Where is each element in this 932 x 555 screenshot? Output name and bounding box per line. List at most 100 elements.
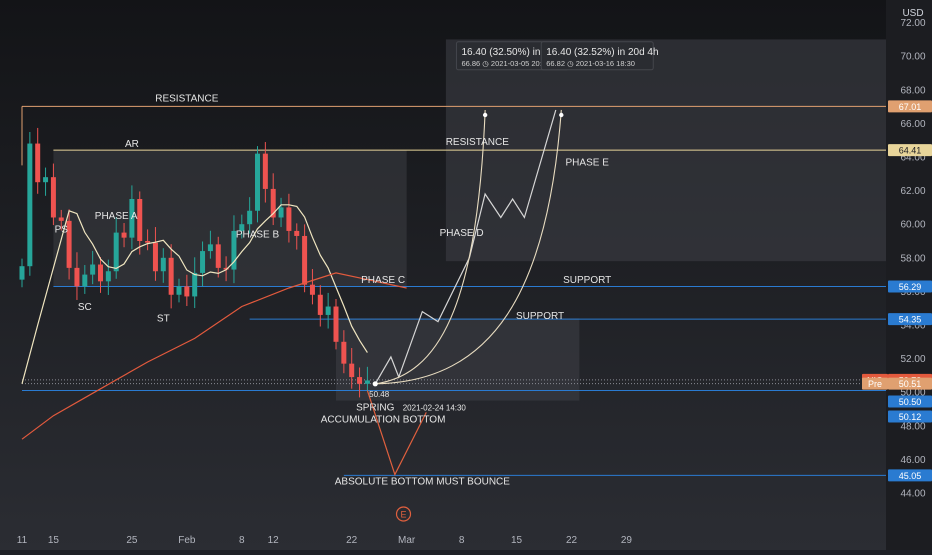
annotation-label: ST — [157, 314, 170, 325]
candle — [160, 257, 166, 272]
price-label-value: 67.01 — [899, 102, 922, 112]
price-label-support — [888, 395, 932, 408]
target-point-1 — [482, 112, 488, 118]
candle — [90, 264, 96, 275]
measurement-headline: 16.40 (32.52%) in 20d 4h — [546, 47, 658, 58]
price-label-value: 54.35 — [899, 315, 922, 325]
price-prefix-box — [862, 377, 888, 390]
annotation-label: 2021-02-24 14:30 — [403, 404, 467, 413]
candle — [294, 230, 300, 236]
annotation-label: 50.48 — [369, 390, 390, 399]
annotation-label: AR — [125, 139, 139, 150]
annotation-label: RESISTANCE — [446, 137, 509, 148]
annotation-label: SUPPORT — [516, 311, 564, 322]
price-label-range — [888, 144, 932, 157]
candle — [50, 177, 56, 218]
candle — [286, 207, 292, 231]
time-tick-label: 8 — [459, 535, 465, 546]
candle — [137, 199, 143, 241]
time-tick-label: 8 — [239, 535, 245, 546]
candle — [58, 217, 64, 221]
target-point-2 — [559, 112, 564, 118]
price-tick-label: 44.00 — [900, 489, 925, 500]
currency-label: USD — [902, 8, 923, 19]
annotation-label: PHASE C — [361, 275, 405, 286]
annotation-label: SUPPORT — [563, 275, 611, 286]
candle — [98, 264, 103, 282]
price-tick-label: 50.00 — [900, 388, 925, 399]
annotation-label: RESISTANCE — [155, 94, 218, 105]
measurement-detail: 66.86 ◷ 2021-03-05 20:30 — [461, 59, 550, 68]
candle — [364, 380, 370, 384]
price-label-resistance — [888, 100, 932, 113]
candle — [325, 306, 331, 315]
annotation-label: PHASE E — [566, 157, 610, 168]
candle — [43, 177, 49, 183]
price-tick-label: 54.00 — [900, 321, 925, 332]
time-tick-label: 15 — [511, 535, 523, 546]
candle — [247, 210, 253, 225]
candle — [113, 232, 119, 272]
moving-average-slow — [21, 272, 407, 440]
annotation-label: PHASE B — [236, 230, 280, 241]
candle — [176, 286, 182, 295]
range-box-phase-a-b — [53, 150, 407, 287]
price-label-value: 50.12 — [899, 412, 922, 422]
time-tick-label: 22 — [566, 535, 578, 546]
candle — [357, 377, 363, 384]
price-tick-label: 60.00 — [900, 220, 925, 231]
time-tick-label: 22 — [346, 535, 358, 546]
time-tick-label: 29 — [621, 535, 633, 546]
candle — [19, 266, 25, 280]
candle — [121, 232, 127, 238]
annotation-label: SC — [78, 302, 92, 313]
price-label-value: 50.51 — [899, 379, 922, 389]
candle — [215, 244, 221, 268]
measurement-headline: 16.40 (32.50%) in 9d 6h — [461, 47, 568, 58]
candle — [74, 267, 80, 287]
price-tick-label: 70.00 — [900, 52, 925, 63]
candle — [35, 143, 41, 183]
candle — [270, 188, 276, 218]
candle — [341, 341, 347, 364]
price-axis — [886, 0, 932, 550]
candle — [278, 207, 284, 218]
price-label-support — [888, 469, 932, 482]
price-tick-label: 58.00 — [900, 253, 925, 264]
price-tick-label: 72.00 — [900, 18, 925, 29]
spring-point — [372, 381, 378, 387]
measurement-callout-2 — [540, 41, 654, 71]
candle — [168, 257, 174, 295]
candle — [200, 251, 206, 273]
candle — [145, 241, 151, 243]
price-label-support — [888, 410, 932, 423]
candle — [184, 286, 190, 297]
price-label-support — [888, 313, 932, 326]
absolute-bottom-arrow — [366, 390, 427, 477]
candle — [349, 363, 355, 378]
candle — [333, 306, 339, 342]
moving-average-fast — [21, 204, 368, 384]
candle — [105, 271, 111, 282]
time-tick-label: Feb — [178, 535, 196, 546]
earnings-event-icon — [395, 506, 412, 522]
annotation-label: PHASE D — [440, 228, 484, 239]
time-tick-label: 15 — [48, 535, 60, 546]
candle — [262, 153, 268, 189]
candle — [309, 284, 315, 295]
range-box-spring — [336, 318, 580, 401]
price-tick-label: 62.00 — [900, 186, 925, 197]
price-label-pre — [888, 377, 932, 390]
price-tick-label: 66.00 — [900, 119, 925, 130]
time-tick-label: 12 — [268, 535, 280, 546]
price-tick-label: 64.00 — [900, 153, 925, 164]
price-tick-label: 52.00 — [900, 354, 925, 365]
candle — [27, 143, 33, 267]
price-tick-label: 46.00 — [900, 455, 925, 466]
candle — [192, 272, 198, 297]
candle — [207, 244, 213, 252]
price-label-prefix: Pre — [868, 379, 882, 389]
candle — [317, 294, 323, 315]
